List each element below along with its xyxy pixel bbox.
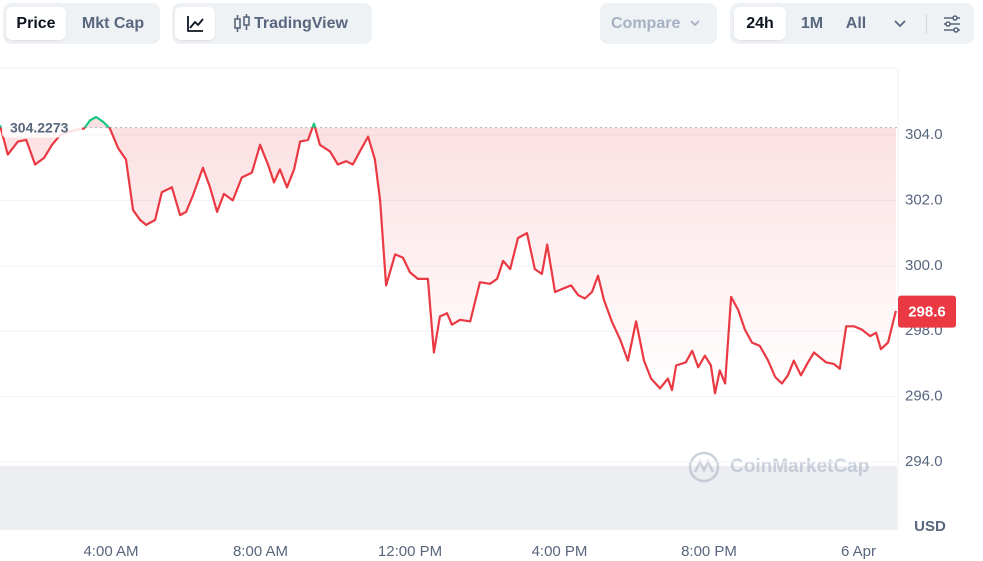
currency-label: USD [914,518,946,535]
range-all[interactable]: All [845,15,867,32]
settings-button[interactable] [935,7,969,40]
mkt-cap-tab[interactable]: Mkt Cap [81,15,145,32]
compare-label: Compare [611,15,681,32]
x-tick-label: 12:00 PM [378,543,442,560]
separator [926,14,927,34]
x-tick-label: 4:00 AM [83,543,138,560]
line-chart-button[interactable] [175,7,215,40]
y-tick-label: 296.0 [905,388,943,405]
x-tick-label: 8:00 AM [233,543,288,560]
reference-label: 304.2273 [10,119,69,135]
current-price-badge [898,295,956,328]
watermark-logo [688,451,720,483]
chevron-icon [894,20,906,28]
chart-style-toggle: TradingView [172,3,372,44]
chevron-icon [690,20,700,27]
y-tick-label: 300.0 [905,257,943,274]
range-toggle: 24h 1M All [730,3,974,44]
watermark-logo-mark [693,459,715,473]
x-tick-label: 8:00 PM [681,543,737,560]
y-tick-label: 294.0 [905,453,943,470]
tradingview-button[interactable]: TradingView [230,7,370,40]
price-area [0,117,896,394]
compare-button[interactable]: Compare [600,7,717,40]
watermark: CoinMarketCap [688,451,869,483]
x-tick-label: 4:00 PM [532,543,588,560]
y-tick-label: 302.0 [905,191,943,208]
compare-dropdown[interactable]: Compare [600,3,717,44]
volume-area [0,466,897,530]
range-24h[interactable]: 24h [734,7,786,40]
line-chart-icon [187,16,204,32]
watermark-text: CoinMarketCap [730,456,869,477]
mode-toggle: Price Mkt Cap [3,3,160,44]
price-tab[interactable]: Price [6,7,66,40]
tradingview-label: TradingView [254,15,348,32]
y-tick-label: 304.0 [905,126,943,143]
candle-icon [234,14,250,32]
x-tick-label: 6 Apr [841,543,876,560]
settings-icon [944,15,960,33]
reference-label-box [2,115,82,138]
price-line [0,115,897,395]
range-1m[interactable]: 1M [800,15,824,32]
current-price-label: 298.6 [908,304,946,321]
range-more[interactable] [885,7,915,40]
